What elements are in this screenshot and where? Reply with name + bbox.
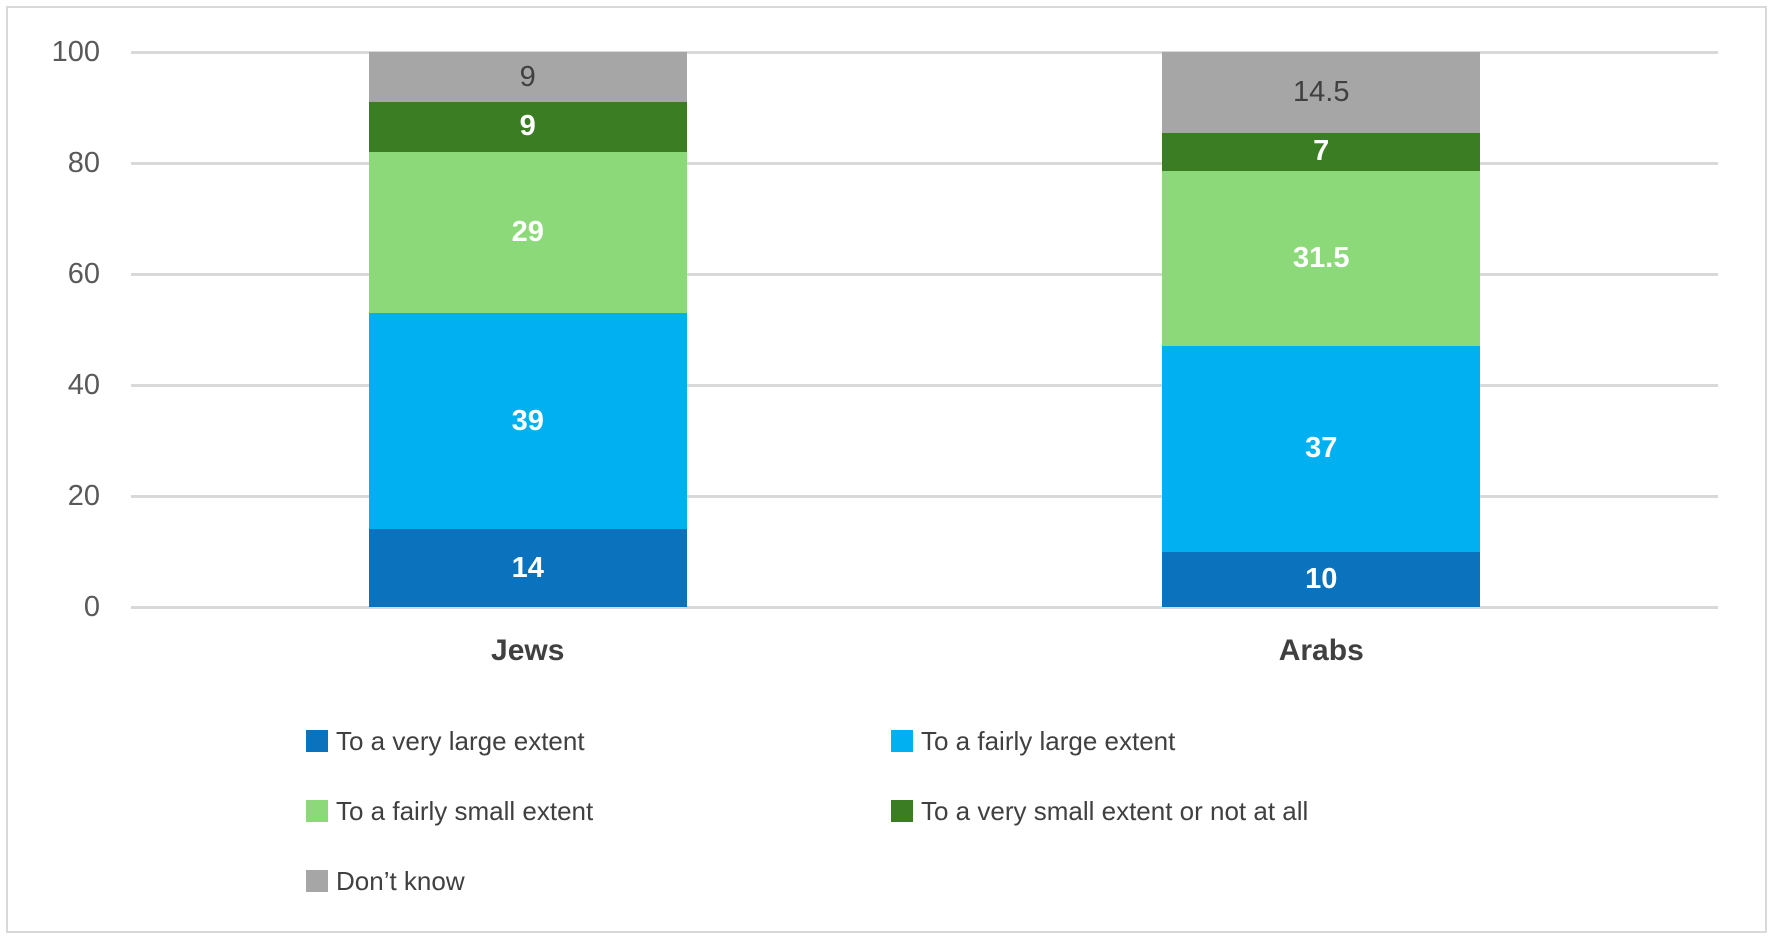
data-label: 31.5 bbox=[1293, 242, 1350, 275]
gridline bbox=[131, 605, 1718, 609]
data-label: 14.5 bbox=[1293, 75, 1350, 108]
gridline bbox=[131, 161, 1718, 165]
legend-swatch bbox=[306, 870, 328, 892]
legend-item-3: To a very small extent or not at all bbox=[891, 793, 1308, 829]
bar-segment-arabs-1: 37 bbox=[1162, 346, 1481, 552]
bar-segment-jews-1: 39 bbox=[368, 312, 687, 530]
y-axis-tick-label: 0 bbox=[83, 591, 100, 623]
bar-jews: 14 39 29 9 9 bbox=[368, 52, 687, 607]
legend-label: Don’t know bbox=[336, 865, 465, 896]
data-label: 9 bbox=[519, 110, 536, 143]
gridline bbox=[131, 50, 1718, 54]
figure-border bbox=[6, 6, 1767, 933]
data-label: 39 bbox=[511, 404, 544, 437]
bar-segment-arabs-2: 31.5 bbox=[1162, 171, 1481, 347]
data-label: 14 bbox=[511, 551, 544, 584]
y-axis-tick-label: 20 bbox=[67, 480, 100, 512]
bar-segment-arabs-0: 10 bbox=[1162, 551, 1481, 607]
y-axis-tick-label: 80 bbox=[67, 147, 100, 179]
legend-item-2: To a fairly small extent bbox=[306, 793, 593, 829]
category-label-arabs: Arabs bbox=[1278, 634, 1364, 667]
bar-segment-arabs-4: 14.5 bbox=[1162, 52, 1481, 133]
category-label-jews: Jews bbox=[491, 634, 565, 667]
data-label: 29 bbox=[511, 215, 544, 248]
data-label: 9 bbox=[519, 60, 536, 93]
legend-swatch bbox=[306, 730, 328, 752]
data-label: 37 bbox=[1305, 432, 1338, 465]
gridline bbox=[131, 494, 1718, 498]
gridline bbox=[131, 272, 1718, 276]
y-axis-tick-label: 60 bbox=[67, 258, 100, 290]
y-axis-tick-label: 40 bbox=[67, 369, 100, 401]
bar-segment-jews-2: 29 bbox=[368, 151, 687, 313]
bar-segment-jews-0: 14 bbox=[368, 529, 687, 607]
bar-arabs: 10 37 31.5 7 14.5 bbox=[1162, 52, 1481, 607]
bar-segment-jews-3: 9 bbox=[368, 102, 687, 152]
legend-item-1: To a fairly large extent bbox=[891, 723, 1175, 759]
legend-label: To a very large extent bbox=[336, 725, 585, 756]
legend-item-4: Don’t know bbox=[306, 863, 465, 899]
bar-segment-arabs-3: 7 bbox=[1162, 132, 1481, 172]
data-label: 7 bbox=[1313, 135, 1330, 168]
legend-swatch bbox=[306, 800, 328, 822]
legend-label: To a very small extent or not at all bbox=[921, 795, 1309, 826]
y-axis-tick-label: 100 bbox=[51, 36, 100, 68]
legend-item-0: To a very large extent bbox=[306, 723, 585, 759]
bar-segment-jews-4: 9 bbox=[368, 52, 687, 102]
legend-label: To a fairly small extent bbox=[336, 795, 594, 826]
data-label: 10 bbox=[1305, 562, 1338, 595]
legend-label: To a fairly large extent bbox=[921, 725, 1176, 756]
legend-swatch bbox=[891, 800, 913, 822]
legend-swatch bbox=[891, 730, 913, 752]
gridline bbox=[131, 383, 1718, 387]
